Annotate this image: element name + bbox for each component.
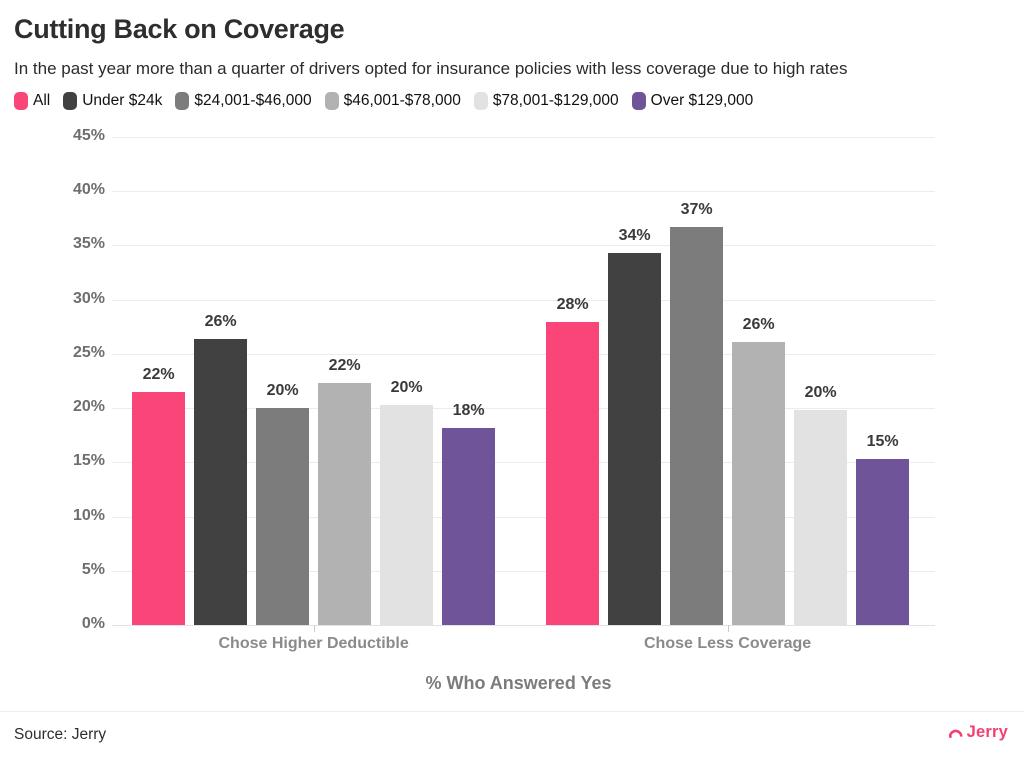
bar-chose-higher-deductible-over-129-000 (442, 427, 496, 625)
y-tick-label: 5% (81, 560, 105, 578)
source-note: Source: Jerry (14, 726, 107, 743)
bar-chose-less-coverage--24-001-46-000 (670, 227, 724, 625)
gridline (112, 408, 935, 410)
legend-item: $78,001-$129,000 (473, 92, 619, 110)
gridline (112, 245, 935, 247)
x-axis-tick (727, 625, 729, 632)
bar-chose-higher-deductible--24-001-46-000 (256, 408, 310, 625)
bar-chose-higher-deductible--78-001-129-000 (380, 404, 434, 625)
bar-value-label: 26% (742, 315, 775, 333)
bar-value-label: 34% (618, 227, 651, 245)
bar-chose-less-coverage-all (546, 322, 600, 625)
chart-subtitle: In the past year more than a quarter of … (14, 59, 848, 78)
bar-chose-higher-deductible-under-24k (194, 338, 248, 625)
bar-value-label: 22% (142, 365, 175, 383)
bar-value-label: 22% (328, 357, 361, 375)
legend-item: $46,001-$78,000 (324, 92, 461, 110)
bar-value-label: 37% (680, 201, 713, 218)
legend-swatch-icon (631, 92, 646, 110)
legend-swatch-icon (175, 92, 190, 110)
legend-label: $46,001-$78,000 (343, 92, 461, 109)
brand-logo: Jerry (947, 723, 1008, 742)
bar-chose-less-coverage-over-129-000 (856, 459, 910, 625)
category-label: Chose Less Coverage (644, 635, 812, 652)
footer-divider (0, 711, 1024, 712)
chart-legend: All Under $24k $24,001-$46,000 $46,001-$78,… (14, 92, 753, 110)
gridline (112, 299, 935, 301)
x-axis-line (112, 625, 935, 626)
bar-chose-less-coverage--46-001-78-000 (732, 341, 786, 625)
y-tick-label: 15% (72, 452, 105, 470)
legend-swatch-icon (14, 92, 28, 110)
page-title: Cutting Back on Coverage (14, 14, 345, 44)
y-tick-label: 0% (81, 615, 105, 632)
gridline (112, 462, 935, 464)
y-tick-label: 20% (72, 398, 105, 416)
bar-value-label: 20% (390, 378, 423, 396)
y-tick-label: 35% (72, 235, 105, 253)
y-tick-label: 40% (72, 181, 105, 199)
legend-label: Over $129,000 (650, 92, 754, 109)
gridline (112, 570, 935, 572)
legend-swatch-icon (324, 92, 339, 110)
bar-chose-less-coverage--78-001-129-000 (794, 410, 848, 625)
bar-value-label: 20% (266, 382, 299, 400)
gridline (112, 353, 935, 355)
bar-chose-higher-deductible--46-001-78-000 (318, 383, 372, 625)
gridline (112, 137, 935, 138)
y-tick-label: 45% (72, 127, 105, 144)
x-axis-tick (313, 625, 315, 632)
brand-name: Jerry (966, 723, 1008, 741)
legend-item: Under $24k (63, 92, 162, 110)
legend-label: All (33, 92, 51, 109)
jerry-arc-icon (947, 725, 964, 740)
x-axis-title: % Who Answered Yes (425, 673, 612, 693)
category-label: Chose Higher Deductible (218, 635, 409, 652)
gridline (112, 516, 935, 518)
legend-item: $24,001-$46,000 (175, 92, 312, 110)
y-tick-label: 10% (72, 506, 105, 524)
bar-value-label: 20% (804, 384, 837, 402)
legend-swatch-icon (473, 92, 488, 110)
y-tick-label: 30% (72, 289, 105, 307)
bar-value-label: 26% (204, 312, 237, 330)
bar-value-label: 18% (452, 401, 485, 419)
bar-value-label: 28% (556, 296, 589, 314)
bar-value-label: 15% (866, 433, 899, 451)
legend-swatch-icon (63, 92, 78, 110)
legend-label: $78,001-$129,000 (492, 92, 619, 109)
bar-chose-less-coverage-under-24k (608, 253, 662, 625)
bar-chose-higher-deductible-all (132, 391, 186, 625)
legend-item: All (14, 92, 50, 110)
legend-label: Under $24k (82, 92, 163, 109)
legend-item: Over $129,000 (631, 92, 754, 110)
y-tick-label: 25% (72, 343, 105, 361)
legend-label: $24,001-$46,000 (194, 92, 312, 109)
gridline (112, 191, 935, 193)
